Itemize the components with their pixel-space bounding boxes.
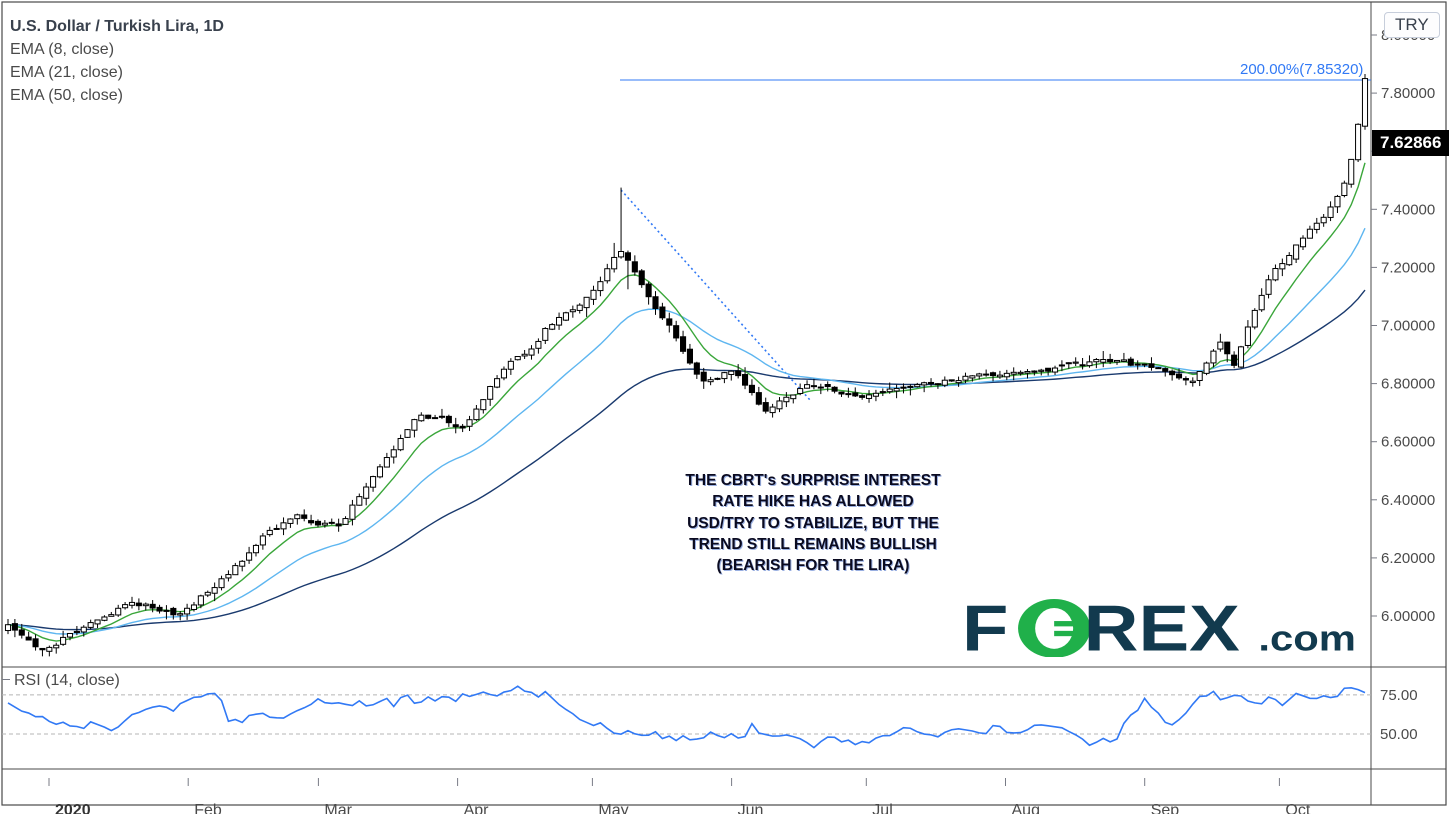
- svg-text:6.00000: 6.00000: [1381, 608, 1435, 625]
- svg-text:7.00000: 7.00000: [1381, 318, 1435, 335]
- svg-text:Jul: Jul: [872, 802, 892, 814]
- svg-text:Apr: Apr: [464, 802, 490, 814]
- svg-text:Mar: Mar: [324, 802, 352, 814]
- svg-text:200.00%(7.85320): 200.00%(7.85320): [1240, 61, 1363, 78]
- svg-text:50.00: 50.00: [1380, 726, 1418, 743]
- svg-text:Feb: Feb: [194, 802, 222, 814]
- svg-text:Jun: Jun: [738, 802, 764, 814]
- svg-text:6.80000: 6.80000: [1381, 376, 1435, 393]
- svg-text:F: F: [962, 599, 1008, 657]
- svg-text:7.40000: 7.40000: [1381, 201, 1435, 218]
- svg-text:2020: 2020: [55, 802, 91, 814]
- svg-text:6.60000: 6.60000: [1381, 434, 1435, 451]
- svg-text:75.00: 75.00: [1380, 687, 1418, 704]
- svg-text:REX: REX: [1084, 599, 1240, 657]
- svg-text:Aug: Aug: [1012, 802, 1040, 814]
- svg-text:7.20000: 7.20000: [1381, 259, 1435, 276]
- svg-text:Sep: Sep: [1151, 802, 1180, 814]
- svg-text:May: May: [598, 802, 628, 814]
- svg-text:6.40000: 6.40000: [1381, 492, 1435, 509]
- svg-text:6.20000: 6.20000: [1381, 550, 1435, 567]
- svg-text:RSI (14, close): RSI (14, close): [14, 672, 120, 689]
- svg-text:Oct: Oct: [1285, 802, 1310, 814]
- svg-text:7.80000: 7.80000: [1381, 85, 1435, 102]
- svg-text:.com: .com: [1258, 619, 1356, 657]
